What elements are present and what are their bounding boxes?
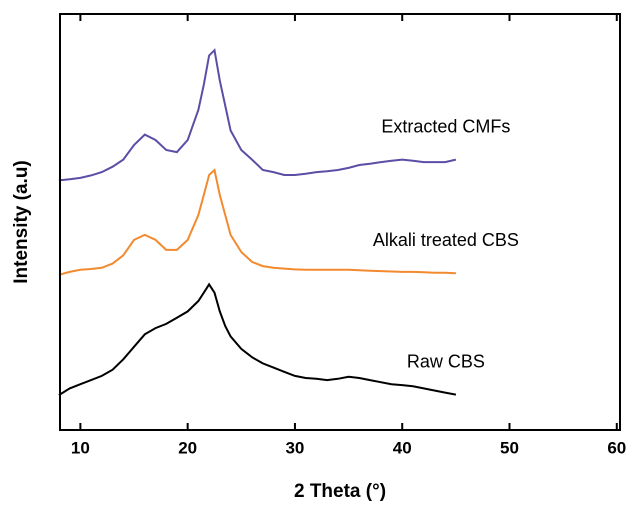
x-axis-label: 2 Theta (°) — [294, 481, 386, 502]
y-axis-label: Intensity (a.u) — [11, 160, 32, 284]
x-tick-label: 40 — [393, 438, 412, 457]
x-tick-label: 30 — [285, 438, 304, 457]
x-tick-label: 10 — [71, 438, 90, 457]
series-line — [58, 48, 457, 182]
series-line — [58, 282, 457, 396]
series-label: Raw CBS — [407, 351, 485, 371]
x-tick-label: 50 — [500, 438, 519, 457]
x-tick-label: 60 — [607, 438, 626, 457]
series-line — [58, 168, 456, 276]
series-label: Extracted CMFs — [381, 116, 510, 136]
plot-frame — [59, 13, 621, 431]
x-tick-label: 20 — [178, 438, 197, 457]
series-label: Alkali treated CBS — [373, 230, 519, 250]
